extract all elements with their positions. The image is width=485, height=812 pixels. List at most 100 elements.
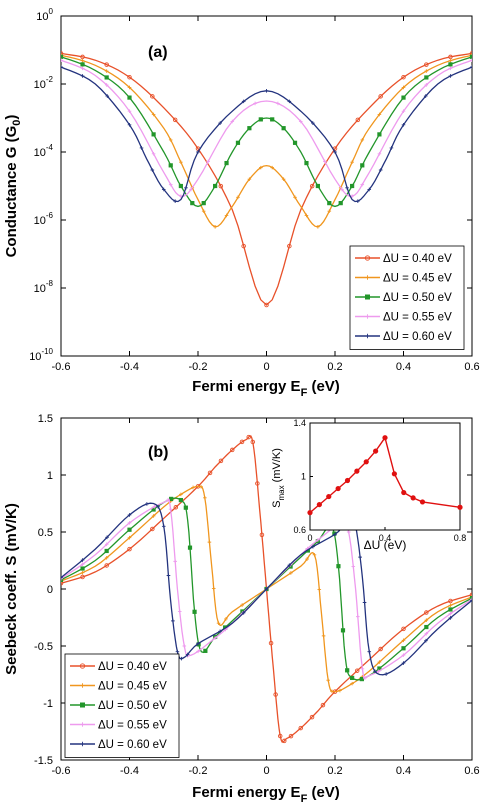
inset-data-point — [419, 499, 426, 505]
data-point — [363, 676, 367, 680]
data-point — [61, 54, 64, 59]
data-point — [184, 185, 188, 190]
data-point — [309, 183, 315, 189]
legend-label: ΔU = 0.45 eV — [98, 681, 167, 693]
data-point — [378, 646, 383, 652]
data-point — [281, 177, 286, 181]
series-markers-2 — [61, 496, 472, 682]
data-point — [250, 439, 256, 445]
data-point — [150, 94, 155, 99]
data-point — [183, 505, 188, 510]
legend-label: ΔU = 0.40 eV — [98, 661, 167, 673]
legend-item: ΔU = 0.40 eV — [70, 661, 167, 673]
data-point — [470, 65, 472, 69]
data-point — [448, 607, 453, 612]
data-point — [166, 573, 171, 578]
data-point — [338, 201, 343, 206]
data-point — [401, 74, 406, 80]
data-point — [448, 611, 453, 616]
data-point — [258, 165, 263, 170]
data-point — [264, 89, 269, 93]
data-point — [378, 94, 383, 99]
data-point — [218, 121, 222, 125]
data-point — [199, 484, 203, 489]
data-point — [333, 532, 337, 537]
inset-y-tick-label: 0.6 — [293, 525, 306, 535]
data-point — [230, 119, 235, 124]
data-point — [127, 95, 132, 100]
data-point — [247, 126, 252, 131]
data-point — [358, 555, 362, 559]
data-point — [127, 546, 132, 552]
data-point — [323, 159, 327, 164]
data-point — [152, 504, 157, 509]
data-point — [423, 94, 428, 98]
panel-a-curves — [61, 51, 472, 308]
data-point — [312, 553, 317, 557]
data-point — [424, 62, 429, 67]
data-point — [241, 99, 246, 104]
data-point — [211, 586, 216, 591]
panel-b-y-ticks: -1.5 -1 -0.5 0 0.5 1 1.5 — [34, 413, 472, 767]
inset-data-point — [335, 485, 341, 492]
data-point — [311, 544, 315, 549]
data-point — [61, 576, 63, 581]
panel-b-y-tick-label: 0 — [47, 584, 53, 596]
panel-b-x-ticks: -0.6 -0.4 -0.2 0 0.2 0.4 0.6 — [52, 418, 480, 777]
panel-b-y-tick-label: -0.5 — [34, 641, 53, 653]
inset-x-tick-label: 0 — [307, 533, 312, 543]
legend-label: ΔU = 0.45 eV — [383, 273, 452, 285]
panel-b-y-tick-label: 0.5 — [38, 527, 53, 539]
data-point — [173, 505, 179, 510]
series-line-1 — [61, 54, 472, 228]
data-point — [327, 201, 332, 206]
data-point — [236, 195, 240, 200]
data-point — [327, 209, 332, 213]
legend-label: ΔU = 0.50 eV — [98, 700, 167, 712]
panel-a-x-axis-label: Fermi energy EF (eV) — [192, 378, 340, 399]
data-point — [182, 644, 187, 648]
data-point — [356, 199, 360, 204]
data-point — [171, 619, 175, 623]
data-point — [177, 609, 182, 614]
legend-item: ΔU = 0.45 eV — [70, 681, 167, 693]
inset-x-tick-label: 0.8 — [454, 533, 467, 543]
data-point — [287, 243, 292, 249]
data-point — [401, 661, 406, 665]
data-point — [377, 660, 382, 664]
panel-a-x-tick-label: -0.6 — [52, 361, 71, 373]
data-point — [201, 209, 206, 213]
data-point — [340, 187, 344, 192]
inset-data-point — [326, 493, 332, 500]
data-point — [201, 201, 206, 206]
legend-marker — [80, 683, 85, 688]
data-point — [362, 600, 367, 605]
data-point — [469, 51, 472, 56]
data-point — [150, 526, 155, 532]
data-point — [166, 498, 170, 502]
data-point — [105, 94, 110, 98]
data-point — [470, 58, 472, 62]
data-point — [179, 492, 183, 497]
inset-data-point — [307, 510, 313, 516]
data-point — [61, 58, 63, 62]
data-point — [213, 636, 217, 640]
data-point — [127, 521, 132, 525]
data-point — [259, 532, 265, 538]
data-point — [424, 69, 429, 73]
data-point — [424, 618, 429, 623]
legend-label: ΔU = 0.55 eV — [98, 720, 167, 732]
data-point — [355, 117, 361, 123]
data-point — [61, 575, 63, 580]
data-point — [161, 187, 166, 192]
legend-marker — [80, 722, 85, 727]
data-point — [469, 592, 472, 597]
panel-b-y-tick-label: -1.5 — [34, 755, 53, 767]
data-point — [224, 213, 229, 218]
series-markers-0 — [61, 434, 472, 744]
data-point — [241, 611, 246, 615]
data-point — [305, 557, 309, 561]
legend-item: ΔU = 0.50 eV — [355, 292, 452, 304]
panel-b-x-tick-label: -0.2 — [189, 765, 208, 777]
